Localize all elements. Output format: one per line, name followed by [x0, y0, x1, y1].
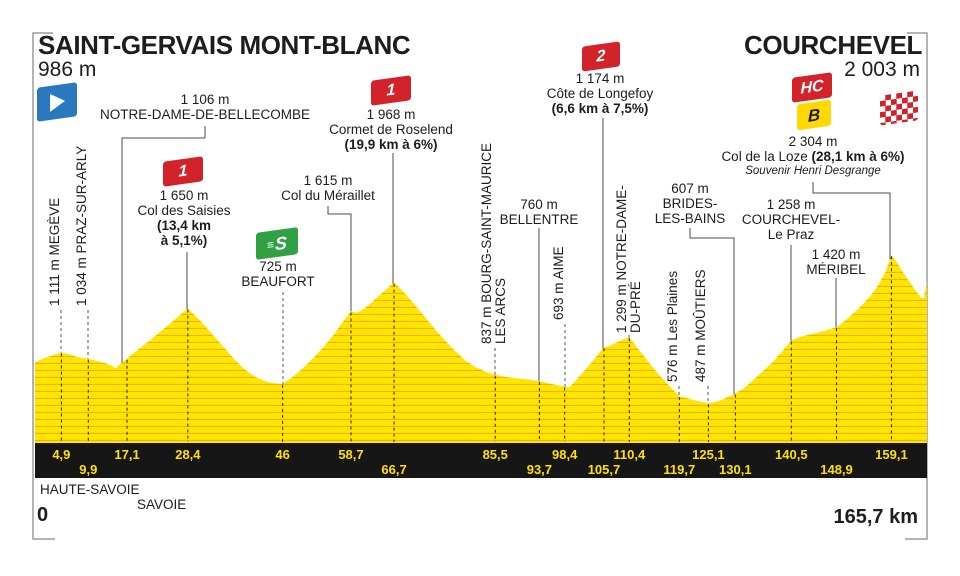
- waypoint-elbow-connector: [812, 182, 891, 260]
- waypoint-label-bourg-saint-maurice: 837 m BOURG-SAINT-MAURICE: [479, 143, 494, 344]
- km-tick-label: 4,9: [52, 447, 70, 462]
- km-tick-label: 58,7: [338, 447, 363, 462]
- km-tick-label: 140,5: [775, 447, 808, 462]
- waypoint-label-moutiers: 487 m MOÛTIERS: [693, 269, 708, 382]
- start-elevation: 986 m: [38, 58, 97, 81]
- km-tick-label: 17,1: [114, 447, 139, 462]
- km-tick-label: 28,4: [175, 447, 201, 462]
- waypoint-label-notre-dame-du-pre: 1 299 m NOTRE-DAME-: [614, 185, 629, 333]
- km-tick-label: 125,1: [692, 447, 725, 462]
- km-tick-label: 105,7: [588, 462, 621, 477]
- distance-bar: [35, 443, 927, 478]
- waypoint-label-notre-dame-du-pre: DU-PRÉ: [628, 281, 643, 333]
- km-tick-label: 148,9: [820, 462, 853, 477]
- start-town-title: SAINT-GERVAIS MONT-BLANC: [38, 30, 411, 60]
- km-tick-label: 93,7: [527, 462, 552, 477]
- frame-left-bracket: [32, 32, 55, 540]
- waypoint-elbow-connector: [327, 206, 352, 312]
- finish-elevation: 2 003 m: [844, 58, 920, 81]
- waypoint-label-aime: 693 m AIME: [551, 246, 566, 320]
- waypoint-label-praz-sur-arly: 1 034 m PRAZ-SUR-ARLY: [74, 146, 89, 306]
- start-km-label: 0: [37, 504, 49, 526]
- km-tick-label: 66,7: [381, 462, 406, 477]
- km-tick-label: 159,1: [875, 447, 908, 462]
- km-tick-label: 98,4: [552, 447, 578, 462]
- total-distance-label: 165,7 km: [833, 506, 918, 528]
- km-tick-label: 119,7: [663, 462, 695, 477]
- elevation-profile-area: [35, 255, 927, 443]
- waypoint-label-bourg-saint-maurice: LES ARCS: [493, 278, 508, 344]
- waypoint-elbow-connector: [121, 126, 206, 363]
- waypoint-label-les-plaines: 576 m Les Plaines: [665, 271, 680, 382]
- finish-town-title: COURCHEVEL: [743, 30, 922, 60]
- waypoint-label-megeve: 1 111 m MEGÈVE: [47, 198, 62, 306]
- waypoint-elbow-connector: [689, 228, 735, 395]
- km-tick-label: 46: [275, 447, 289, 462]
- km-tick-label: 85,5: [483, 447, 508, 462]
- km-tick-label: 9,9: [79, 462, 97, 477]
- department-label-haute-savoie: HAUTE-SAVOIE: [40, 482, 140, 497]
- department-label-savoie: SAVOIE: [137, 497, 187, 512]
- km-tick-label: 110,4: [613, 447, 646, 462]
- km-tick-label: 130,1: [719, 462, 752, 477]
